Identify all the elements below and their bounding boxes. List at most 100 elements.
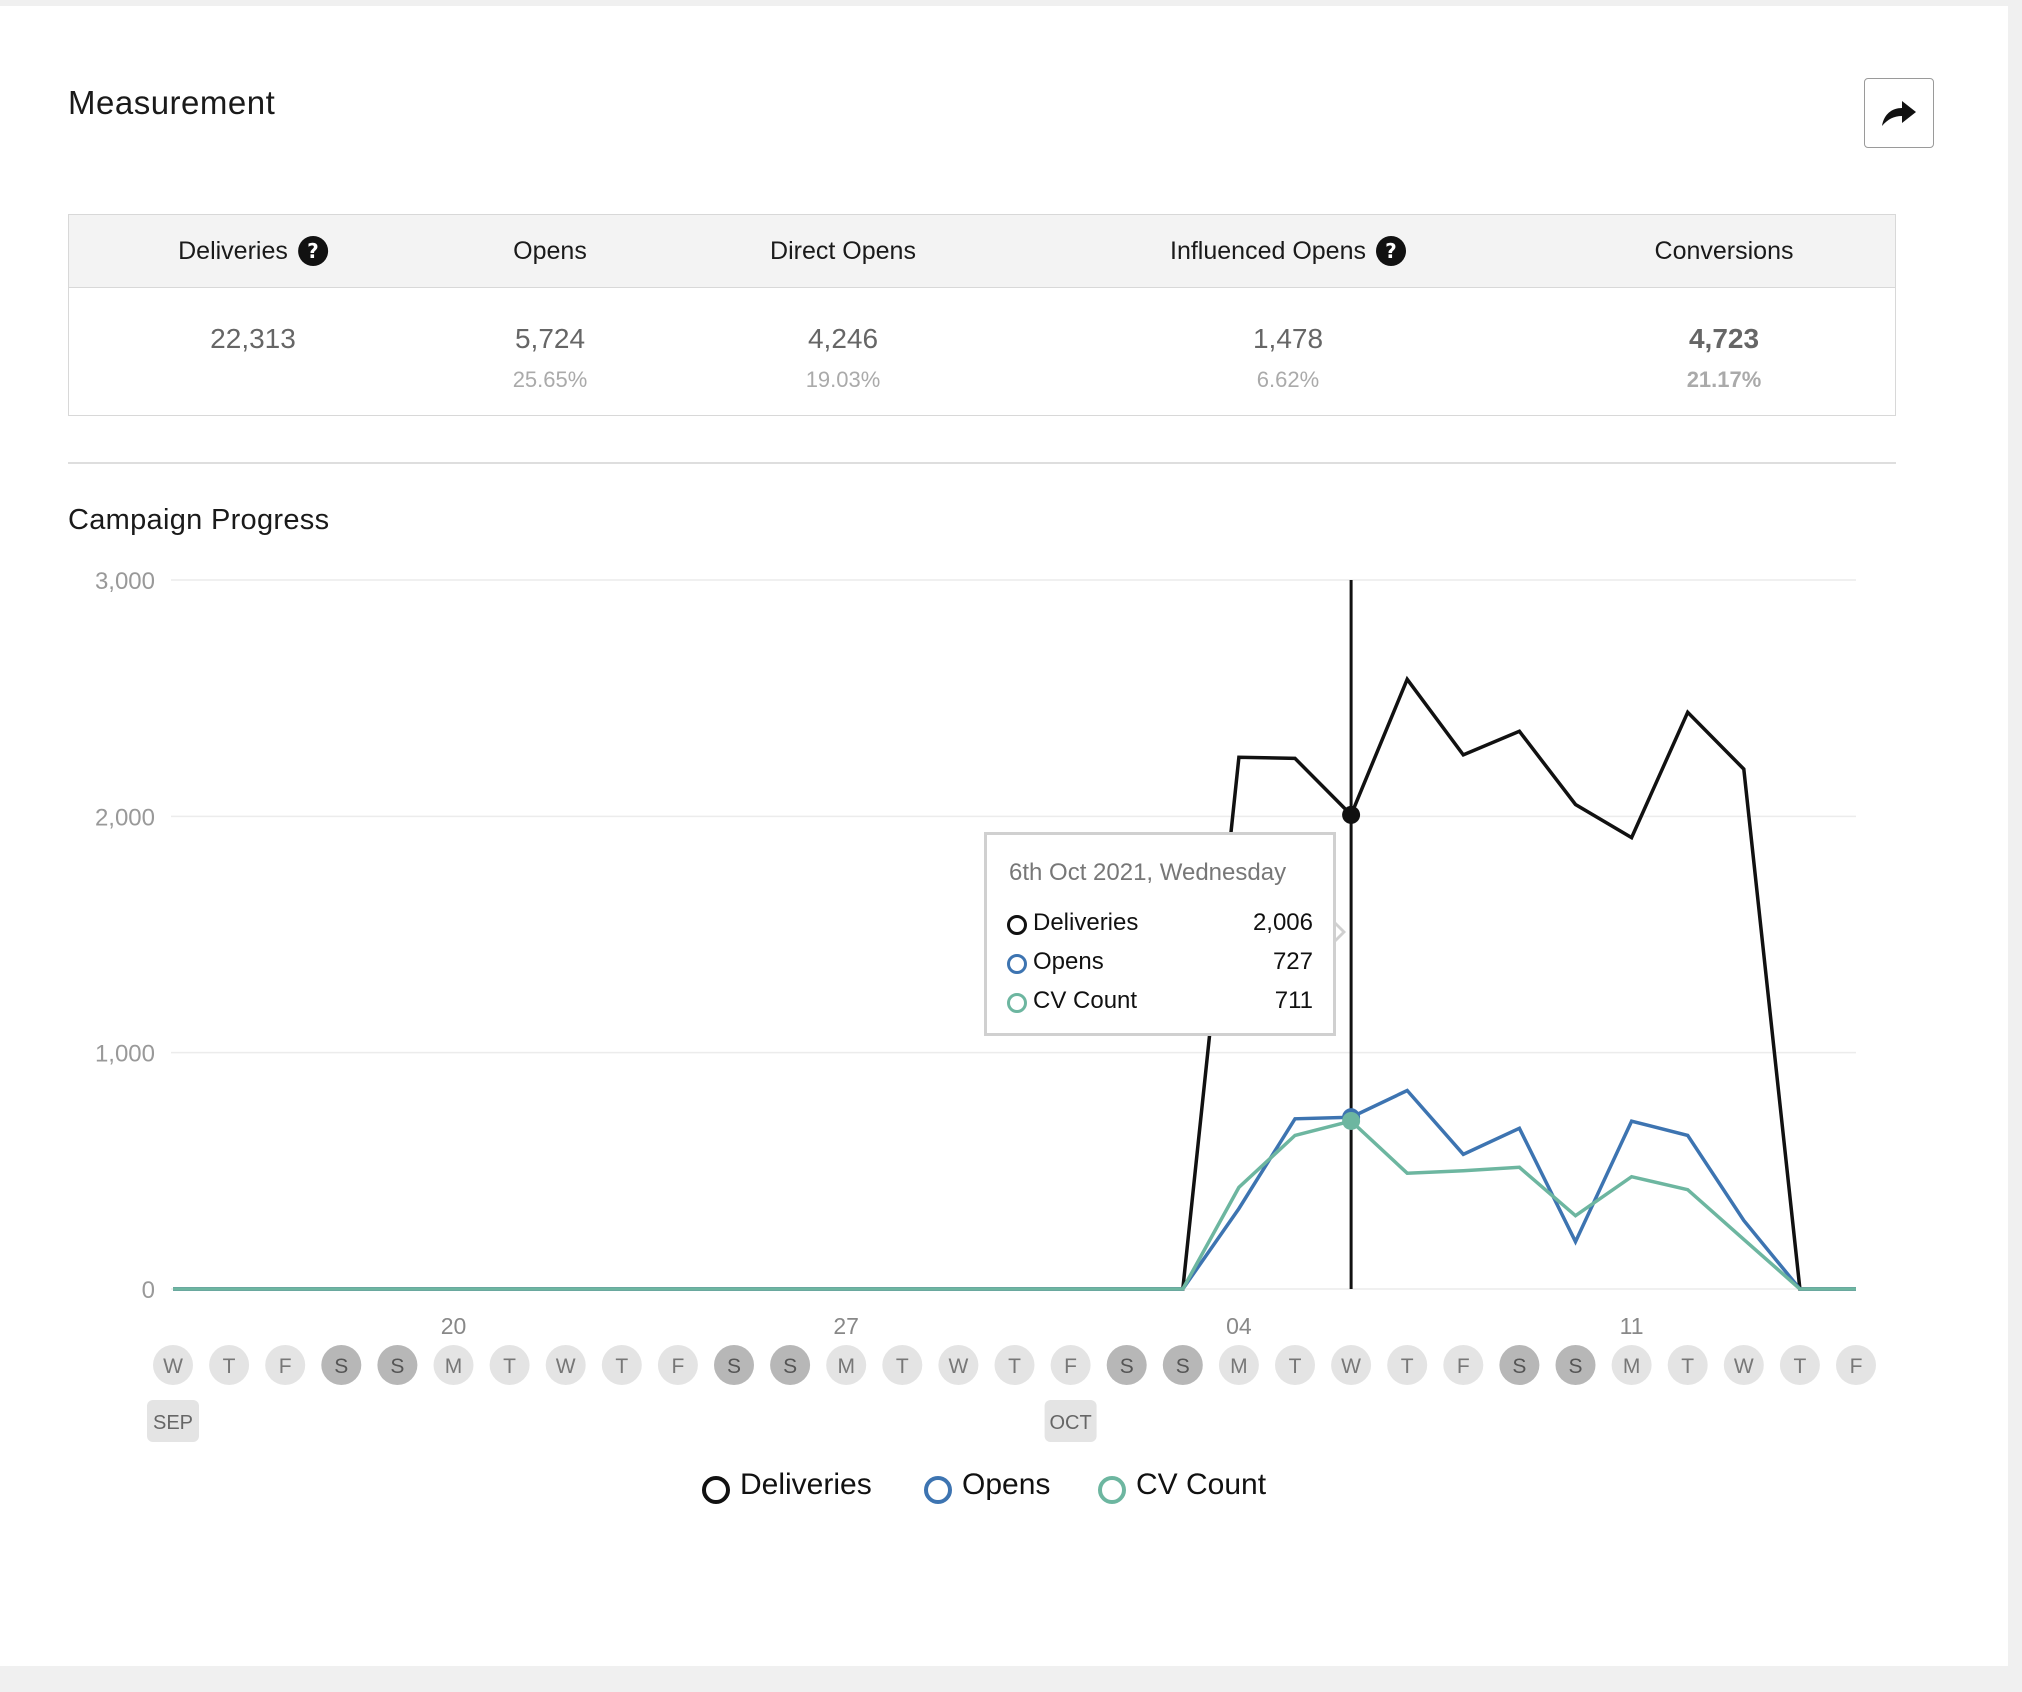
- day-chip: [489, 1345, 530, 1385]
- metric-label: Deliveries: [178, 237, 288, 265]
- day-chip: [1836, 1345, 1876, 1385]
- day-chip: [657, 1345, 698, 1385]
- legend-label: Opens: [962, 1468, 1051, 1501]
- x-week-label: 11: [1620, 1313, 1644, 1339]
- day-chip-label: S: [727, 1355, 741, 1378]
- day-chip-label: T: [615, 1355, 628, 1378]
- opens-dot-icon: [1007, 954, 1027, 974]
- section-divider: [68, 462, 1896, 464]
- day-chip: [1499, 1345, 1540, 1385]
- tooltip-label: Opens: [1033, 948, 1104, 975]
- day-chip-label: T: [896, 1355, 909, 1378]
- section-title: Measurement: [68, 84, 276, 121]
- x-week-label: 04: [1226, 1313, 1252, 1339]
- day-chip: [994, 1345, 1035, 1385]
- day-chip: [265, 1345, 306, 1385]
- legend-cv-count-icon: [1098, 1476, 1126, 1504]
- day-chip: [1050, 1345, 1091, 1385]
- month-chip-label: OCT: [1049, 1412, 1091, 1434]
- metric-header-0: Deliveries?: [178, 215, 328, 287]
- tooltip-label: CV Count: [1033, 987, 1138, 1014]
- metric-label: Influenced Opens: [1170, 237, 1366, 265]
- day-chip: [377, 1345, 418, 1385]
- day-chip-label: F: [1850, 1355, 1863, 1378]
- metric-label: Conversions: [1654, 237, 1794, 265]
- day-chip-label: T: [503, 1355, 516, 1378]
- day-chip: [209, 1345, 250, 1385]
- highlight-point-cv-count: [1342, 1111, 1361, 1130]
- metric-label: Direct Opens: [770, 237, 916, 265]
- tooltip-value: 2,006: [1252, 909, 1313, 936]
- metric-value: 4,723: [1688, 323, 1760, 354]
- day-chip: [1331, 1345, 1372, 1385]
- chart-title: Campaign Progress: [68, 504, 330, 536]
- day-chip: [1667, 1345, 1708, 1385]
- day-chip-label: S: [783, 1355, 797, 1378]
- day-chip: [1275, 1345, 1315, 1385]
- day-chip-label: S: [1120, 1355, 1134, 1378]
- tooltip-date: 6th Oct 2021, Wednesday: [1009, 859, 1287, 886]
- day-chip-label: S: [390, 1355, 404, 1378]
- metric-value: 4,246: [807, 323, 879, 354]
- month-chip: [147, 1400, 199, 1442]
- day-chip-label: T: [1401, 1355, 1414, 1378]
- chart-tooltip: 6th Oct 2021, Wednesday Deliveries 2,006…: [984, 832, 1336, 1036]
- metrics-table: Deliveries? Opens Direct Opens Influenced O…: [68, 214, 1896, 416]
- metric-percent: 21.17%: [1686, 367, 1762, 392]
- day-chip-label: T: [223, 1355, 236, 1378]
- tooltip-row-cv-count: CV Count 711: [1007, 987, 1317, 1019]
- day-chip-label: M: [1623, 1355, 1641, 1378]
- series-line-cv-count: [173, 1119, 1856, 1291]
- tooltip-label: Deliveries: [1033, 909, 1139, 936]
- day-chip: [770, 1345, 811, 1385]
- day-chip: [1555, 1345, 1596, 1385]
- legend-label: Deliveries: [740, 1468, 872, 1501]
- day-chip-label: W: [948, 1355, 968, 1378]
- day-chip-label: W: [556, 1355, 576, 1378]
- day-chip-label: M: [1230, 1355, 1248, 1378]
- day-chip-label: S: [334, 1355, 348, 1378]
- y-tick-label: 2,000: [95, 804, 155, 831]
- day-chip-label: T: [1008, 1355, 1021, 1378]
- day-chip-label: F: [1064, 1355, 1077, 1378]
- day-chip: [714, 1345, 754, 1385]
- day-chip: [1723, 1345, 1764, 1385]
- day-chip: [433, 1345, 474, 1385]
- day-chip: [1162, 1345, 1203, 1385]
- metrics-header: Deliveries? Opens Direct Opens Influenced O…: [69, 215, 1895, 288]
- metric-percent: 25.65%: [512, 367, 588, 392]
- month-chip-label: SEP: [153, 1412, 193, 1434]
- help-icon[interactable]: ?: [297, 236, 328, 266]
- day-chip-label: S: [1512, 1355, 1526, 1378]
- day-chip: [1387, 1345, 1428, 1385]
- deliveries-dot-icon: [1007, 915, 1027, 935]
- tooltip-row-opens: Opens 727: [1007, 948, 1317, 980]
- metric-header-2: Direct Opens: [770, 215, 916, 287]
- day-chip: [153, 1345, 193, 1385]
- metric-header-1: Opens: [513, 215, 587, 287]
- day-chip-label: S: [1568, 1355, 1582, 1378]
- help-icon[interactable]: ?: [1375, 236, 1406, 266]
- day-chip-label: W: [1341, 1355, 1361, 1378]
- day-chip: [545, 1345, 586, 1385]
- x-week-label: 27: [833, 1313, 859, 1339]
- legend-opens-icon: [924, 1476, 952, 1504]
- day-chip-label: S: [1176, 1355, 1190, 1378]
- metric-header-3: Influenced Opens?: [1170, 215, 1406, 287]
- day-chip: [601, 1345, 642, 1385]
- tooltip-arrow-inner: [1333, 923, 1342, 941]
- share-arrow-icon: [1882, 101, 1916, 126]
- legend-deliveries-icon: [702, 1476, 730, 1504]
- tooltip-row-deliveries: Deliveries 2,006: [1007, 909, 1317, 941]
- day-chip: [1106, 1345, 1147, 1385]
- series-line-opens: [173, 1088, 1856, 1291]
- measurement-card: Measurement Deliveries? Opens Direct Opens…: [0, 6, 2008, 1666]
- day-chip-label: M: [445, 1355, 463, 1378]
- tooltip-value: 711: [1274, 987, 1313, 1014]
- metric-header-4: Conversions: [1655, 215, 1794, 287]
- y-tick-label: 0: [142, 1277, 155, 1304]
- metric-value: 22,313: [210, 323, 296, 354]
- share-button[interactable]: [1864, 78, 1934, 148]
- day-chip-label: F: [671, 1355, 684, 1378]
